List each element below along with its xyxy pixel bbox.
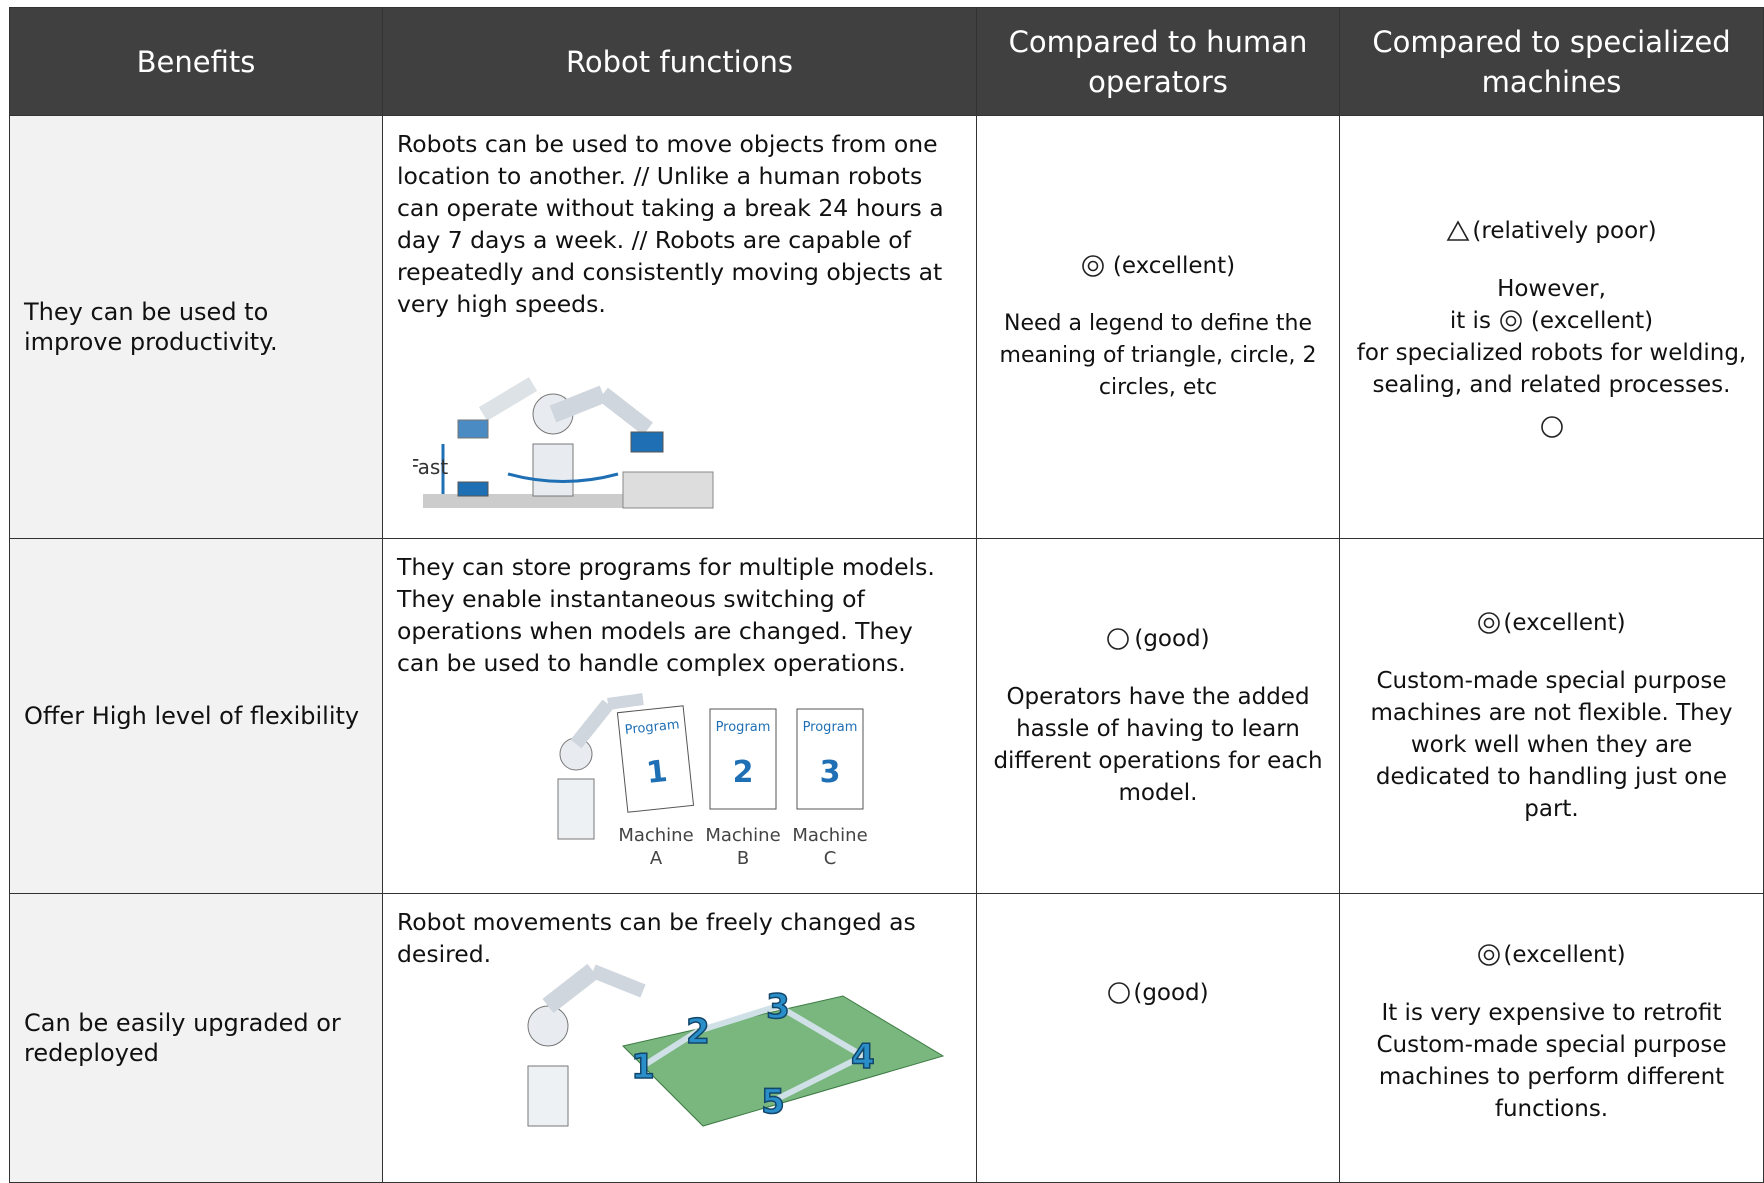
machine-label: Machine [792,825,867,846]
double-circle-icon [1500,310,1522,332]
program-sheet: Program 1 [616,705,695,813]
sheet [796,708,864,810]
machine-label: Machine [705,825,780,846]
path-segment [776,1003,865,1059]
function-text: They can store programs for multiple mod… [397,553,935,677]
benefit-cell: Offer High level of flexibility [9,538,383,894]
benefit-text: Can be easily upgraded or redeployed [24,1009,341,1067]
path-segment [641,1028,700,1069]
point-label: 1 [631,1047,655,1087]
rating: (excellent) [1530,308,1654,334]
double-circle-icon [1082,255,1104,277]
program-illustration: Program1MachineAProgram2MachineBProgram3… [557,693,868,869]
sheet [709,708,777,810]
program-label: Program [803,720,858,735]
function-text: Robot movements can be freely changed as… [397,908,916,968]
circle-icon [1540,416,1563,438]
circle-icon [1108,982,1131,1004]
header-cell: Benefits [9,7,383,116]
circle-icon [1107,628,1130,650]
header-cell: Compared to specialized machines [1339,7,1764,116]
rating: (excellent) [1503,942,1626,968]
note: However, [1497,276,1606,302]
benefit-text: Offer High level of flexibility [24,702,360,730]
point-label: 5 [761,1082,785,1122]
point-label: 4 [851,1037,875,1077]
function-text: Robots can be used to move objects from … [397,130,944,318]
function-cell: They can store programs for multiple mod… [382,538,977,894]
machine-label: Machine [618,825,693,846]
benefit-cell: Can be easily upgraded or redeployed [9,893,383,1183]
sheet [616,705,695,813]
header-cell: Compared to human operators [976,7,1340,116]
note: for specialized robots for welding, seal… [1356,340,1747,398]
function-cell: Robot movements can be freely changed as… [382,893,977,1183]
machine-letter: B [737,848,749,869]
rating: (relatively poor) [1472,218,1657,244]
note: Custom-made special purpose machines are… [1370,668,1733,822]
double-circle-icon [1478,612,1501,634]
human-cell: (excellent) Need a legend to define the … [976,115,1340,539]
program-number: 1 [645,754,669,791]
header-cell: Robot functions [382,7,977,116]
machine-letter: C [824,848,837,869]
point-label: 2 [686,1012,710,1052]
rating: (excellent) [1112,253,1236,279]
path-segment [697,1003,779,1034]
rating: (good) [1133,980,1209,1006]
machines-cell: (relatively poor) However, it is (excelle… [1339,115,1764,539]
program-label: Program [624,717,680,738]
double-circle-icon [1478,944,1501,966]
program-number: 3 [820,755,841,790]
program-sheet: Program 2 [709,708,777,810]
function-cell: Robots can be used to move objects from … [382,115,977,539]
path-segment [771,1053,865,1104]
benefit-text: They can be used to improve productivity… [24,298,278,356]
machine-letter: A [650,848,663,869]
note: it is [1449,308,1491,334]
rating: (good) [1134,626,1210,652]
machines-cell: (excellent) It is very expensive to retr… [1339,893,1764,1183]
robot-illustration: Fast [413,377,714,509]
machines-cell: (excellent) Custom-made special purpose … [1339,538,1764,894]
human-cell: (good) Operators have the added hassle o… [976,538,1340,894]
note: It is very expensive to retrofit Custom-… [1376,1000,1727,1122]
program-sheet: Program 3 [796,708,864,810]
note: Operators have the added hassle of havin… [993,684,1323,806]
human-cell: (good) [976,893,1340,1183]
illustration-label: Fast [413,455,448,479]
rating: (excellent) [1503,610,1626,636]
triangle-icon [1447,220,1470,241]
note: Need a legend to define the meaning of t… [999,311,1317,400]
path-illustration: 12 3 4 5 [527,963,945,1127]
point-label: 3 [766,987,790,1027]
program-label: Program [716,720,771,735]
benefit-cell: They can be used to improve productivity… [9,115,383,539]
program-number: 2 [733,755,754,790]
